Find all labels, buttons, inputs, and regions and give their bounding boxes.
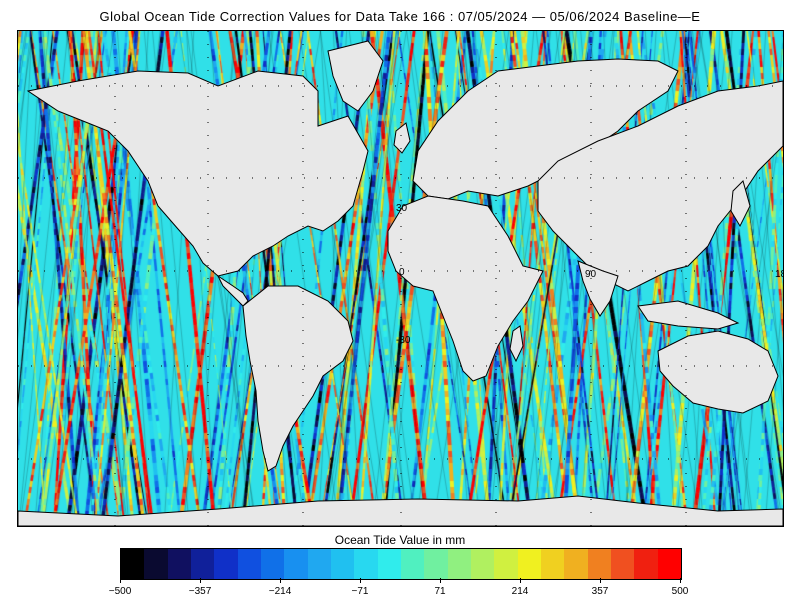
colorbar-tick bbox=[680, 578, 681, 583]
colorbar-segment bbox=[400, 549, 425, 579]
colorbar-tick bbox=[520, 578, 521, 583]
land-north-america bbox=[26, 70, 369, 277]
colorbar bbox=[120, 548, 682, 580]
colorbar-segment bbox=[167, 549, 191, 579]
colorbar-segment bbox=[634, 549, 658, 579]
colorbar-tick-label: 71 bbox=[434, 586, 446, 597]
colorbar-tick-label: −71 bbox=[351, 586, 369, 597]
land-greenland bbox=[327, 40, 384, 112]
colorbar-tick bbox=[280, 578, 281, 583]
colorbar-segment bbox=[587, 549, 611, 579]
colorbar-segment bbox=[121, 549, 145, 579]
colorbar-segment bbox=[540, 549, 565, 579]
colorbar-tick-label: −500 bbox=[108, 586, 132, 597]
colorbar-segment bbox=[657, 549, 681, 579]
colorbar-segment bbox=[494, 549, 518, 579]
grid-label-lat-minus30: -30 bbox=[396, 335, 411, 346]
land-south-america bbox=[242, 285, 354, 472]
colorbar-segment bbox=[610, 549, 635, 579]
colorbar-title: Ocean Tide Value in mm bbox=[334, 533, 466, 547]
colorbar-tick-label: 500 bbox=[671, 586, 689, 597]
colorbar-tick bbox=[440, 578, 441, 583]
land-madagascar bbox=[509, 325, 524, 363]
colorbar-segment bbox=[214, 549, 238, 579]
colorbar-segment bbox=[330, 549, 355, 579]
land-antarctica bbox=[18, 495, 783, 526]
colorbar-tick-label: −357 bbox=[188, 586, 212, 597]
land-central-america bbox=[216, 274, 249, 307]
colorbar-segment bbox=[447, 549, 471, 579]
land-japan bbox=[730, 180, 751, 228]
colorbar-tick bbox=[600, 578, 601, 583]
plot-title: Global Ocean Tide Correction Values for … bbox=[99, 9, 701, 24]
colorbar-segment bbox=[354, 549, 378, 579]
map-frame: 30 0 -30 90 180 bbox=[17, 30, 784, 527]
colorbar-segment bbox=[424, 549, 448, 579]
colorbar-tick-label: 214 bbox=[511, 586, 529, 597]
grid-label-lat-30: 30 bbox=[396, 203, 408, 214]
grid-lines bbox=[18, 31, 783, 526]
colorbar-tick-label: −214 bbox=[268, 586, 292, 597]
colorbar-tick bbox=[200, 578, 201, 583]
grid-label-lon-90: 90 bbox=[585, 269, 597, 280]
grid-label-lon-180: 180 bbox=[775, 269, 783, 280]
land-masses bbox=[18, 40, 783, 526]
land-europe bbox=[412, 58, 679, 200]
colorbar-segment bbox=[260, 549, 285, 579]
colorbar-segment bbox=[307, 549, 331, 579]
land-australia bbox=[657, 330, 779, 414]
colorbar-tick bbox=[120, 578, 121, 583]
colorbar-segment bbox=[237, 549, 261, 579]
colorbar-segment bbox=[190, 549, 215, 579]
grid-label-lat-0: 0 bbox=[399, 267, 405, 278]
colorbar-segment bbox=[284, 549, 308, 579]
world-map bbox=[18, 31, 783, 526]
colorbar-segment bbox=[564, 549, 588, 579]
colorbar-tick-label: 357 bbox=[591, 586, 609, 597]
land-indonesia bbox=[637, 300, 740, 330]
colorbar-segment bbox=[470, 549, 495, 579]
colorbar-segment bbox=[144, 549, 168, 579]
land-africa bbox=[387, 195, 544, 382]
land-india bbox=[577, 260, 619, 317]
colorbar-segment bbox=[517, 549, 541, 579]
colorbar-tick bbox=[360, 578, 361, 583]
colorbar-segment bbox=[377, 549, 401, 579]
land-uk bbox=[393, 122, 411, 154]
